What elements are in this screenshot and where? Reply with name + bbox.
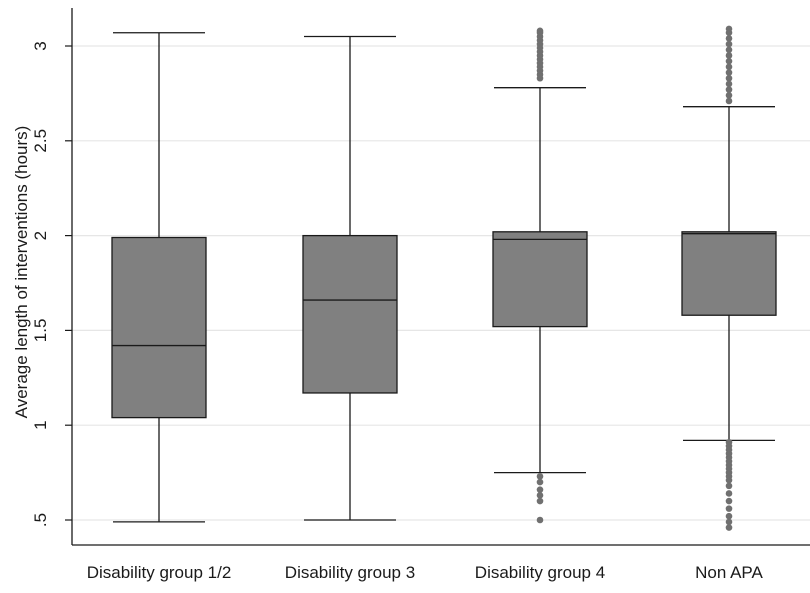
iqr-box bbox=[492, 231, 588, 328]
outlier-point bbox=[725, 86, 733, 93]
y-tick-label: .5 bbox=[31, 513, 50, 527]
outlier-point bbox=[725, 518, 733, 526]
outlier-point bbox=[536, 473, 544, 480]
outlier-point bbox=[725, 490, 733, 497]
tick-layer: .5 1 1.5 2 2.5 3 bbox=[31, 41, 72, 527]
x-category-label: Non APA bbox=[695, 563, 763, 582]
outlier-point bbox=[725, 505, 733, 512]
outlier-point bbox=[536, 478, 544, 486]
y-tick-label: 2.5 bbox=[31, 129, 50, 153]
outlier-point bbox=[725, 97, 733, 105]
box-group bbox=[111, 32, 207, 523]
outlier-point bbox=[725, 74, 733, 82]
iqr-box bbox=[302, 234, 398, 394]
outlier-point bbox=[536, 516, 544, 524]
outlier-point bbox=[725, 35, 733, 42]
outlier-point bbox=[725, 63, 733, 71]
outlier-point bbox=[536, 486, 544, 493]
outlier-point bbox=[536, 497, 544, 505]
box-group bbox=[302, 35, 398, 521]
y-tick-label: 1.5 bbox=[31, 319, 50, 343]
iqr-box bbox=[111, 236, 207, 419]
outlier-point bbox=[725, 25, 733, 33]
outlier-point bbox=[725, 57, 733, 65]
x-category-label: Disability group 1/2 bbox=[87, 563, 232, 582]
box-group bbox=[492, 27, 588, 524]
box-group bbox=[681, 25, 777, 531]
x-category-label: Disability group 3 bbox=[285, 563, 415, 582]
outlier-point bbox=[725, 497, 733, 505]
outlier-point bbox=[725, 52, 733, 59]
iqr-box bbox=[681, 231, 777, 316]
y-axis-title: Average length of interventions (hours) bbox=[12, 126, 31, 419]
box-layer: Disability group 1/2 Disability group 3 Di… bbox=[87, 25, 777, 582]
outlier-point bbox=[725, 438, 733, 446]
outlier-point bbox=[725, 69, 733, 76]
outlier-point bbox=[536, 492, 544, 499]
outlier-point bbox=[725, 40, 733, 48]
outlier-point bbox=[725, 512, 733, 520]
outlier-point bbox=[725, 80, 733, 88]
y-tick-label: 3 bbox=[31, 41, 50, 50]
outlier-point bbox=[725, 46, 733, 54]
y-tick-label: 2 bbox=[31, 231, 50, 240]
axis-layer bbox=[71, 8, 810, 546]
x-category-label: Disability group 4 bbox=[475, 563, 605, 582]
outlier-point bbox=[725, 482, 733, 490]
outlier-point bbox=[536, 27, 544, 35]
y-tick-label: 1 bbox=[31, 420, 50, 429]
outlier-point bbox=[725, 91, 733, 99]
outlier-point bbox=[725, 524, 733, 531]
